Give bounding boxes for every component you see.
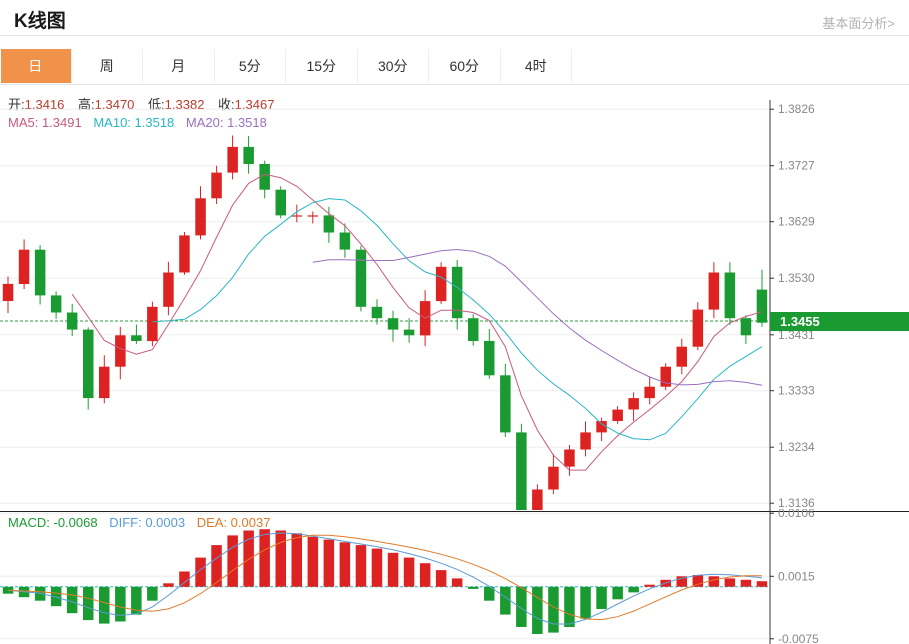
svg-text:1.3826: 1.3826 [778,102,815,116]
svg-text:0.0106: 0.0106 [778,509,815,520]
svg-text:1.3234: 1.3234 [778,440,815,454]
svg-text:-0.0075: -0.0075 [778,632,819,644]
svg-text:0.0015: 0.0015 [778,569,815,583]
svg-text:1.3727: 1.3727 [778,159,815,173]
svg-text:1.3530: 1.3530 [778,271,815,285]
svg-text:1.3136: 1.3136 [778,496,815,510]
svg-text:1.3333: 1.3333 [778,384,815,398]
svg-text:1.3629: 1.3629 [778,215,815,229]
